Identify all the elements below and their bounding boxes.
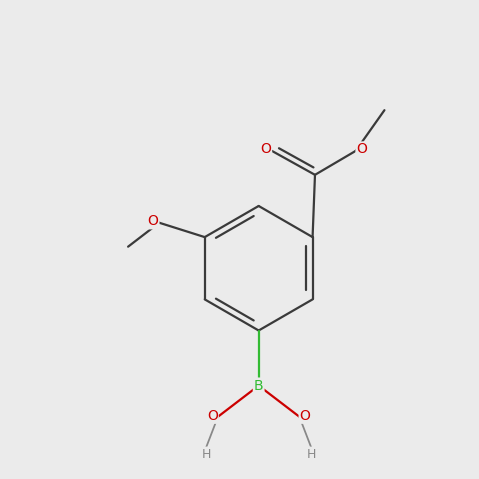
Text: O: O	[148, 214, 159, 228]
Text: B: B	[254, 378, 263, 393]
Text: O: O	[207, 409, 217, 423]
Text: O: O	[356, 142, 367, 157]
Text: H: H	[201, 447, 211, 461]
Text: H: H	[307, 447, 316, 461]
Text: O: O	[300, 409, 310, 423]
Text: O: O	[260, 142, 271, 157]
